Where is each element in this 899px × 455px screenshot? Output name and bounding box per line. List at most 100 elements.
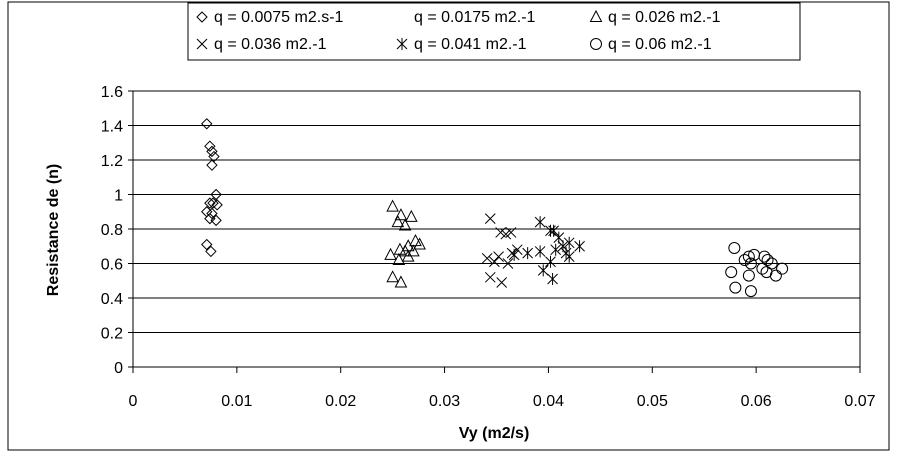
data-point-series-5 bbox=[744, 257, 757, 270]
data-point-series-0 bbox=[204, 212, 216, 225]
legend-label: q = 0.041 m2.-1 bbox=[414, 36, 527, 53]
data-point-series-5 bbox=[742, 250, 755, 263]
data-point-series-0 bbox=[210, 188, 222, 201]
data-point-series-2 bbox=[384, 247, 397, 260]
data-point-series-5 bbox=[729, 281, 742, 294]
data-point-series-3 bbox=[484, 213, 496, 225]
data-point-series-4 bbox=[548, 224, 559, 237]
y-tick-label: 1.4 bbox=[101, 119, 123, 136]
data-point-series-2 bbox=[401, 249, 415, 262]
data-point-series-4 bbox=[534, 245, 546, 258]
legend-label: q = 0.026 m2.-1 bbox=[608, 9, 721, 26]
data-point-series-4 bbox=[560, 247, 572, 260]
data-point-series-4 bbox=[545, 255, 556, 268]
data-point-series-4 bbox=[550, 243, 562, 256]
x-tick-label: 0.05 bbox=[637, 393, 668, 410]
x-tick-label: 0.03 bbox=[429, 393, 460, 410]
data-point-series-0 bbox=[201, 118, 213, 130]
data-point-series-5 bbox=[728, 241, 741, 254]
y-tick-label: 0 bbox=[114, 360, 123, 377]
legend-marker bbox=[196, 38, 208, 50]
data-point-series-2 bbox=[398, 218, 412, 231]
data-point-series-0 bbox=[210, 214, 222, 227]
y-tick-label: 1.2 bbox=[101, 153, 123, 170]
data-point-series-0 bbox=[206, 207, 218, 220]
legend-entry: q = 0.026 m2.-1 bbox=[589, 9, 721, 26]
data-point-series-3 bbox=[481, 252, 493, 264]
legend-marker bbox=[589, 9, 603, 22]
data-point-series-5 bbox=[765, 257, 778, 270]
y-axis-title: Resistance de (n) bbox=[45, 164, 62, 296]
y-tick-label: 1.6 bbox=[101, 84, 123, 101]
legend-marker bbox=[196, 11, 208, 23]
data-point-series-4 bbox=[537, 264, 549, 277]
x-tick-label: 0.04 bbox=[533, 393, 564, 410]
legend-entry: q = 0.0075 m2.s-1 bbox=[196, 9, 344, 26]
data-point-series-3 bbox=[496, 277, 508, 288]
data-point-series-2 bbox=[392, 252, 406, 266]
legend-entry: q = 0.036 m2.-1 bbox=[196, 36, 327, 53]
legend-entry: q = 0.06 m2.-1 bbox=[590, 36, 712, 53]
data-point-series-4 bbox=[534, 216, 546, 229]
data-point-series-3 bbox=[502, 258, 514, 269]
data-point-series-0 bbox=[206, 145, 218, 158]
data-point-series-0 bbox=[211, 199, 223, 211]
legend: q = 0.0075 m2.s-1 q = 0.0175 m2.-1 q = 0.0… bbox=[187, 2, 801, 61]
data-point-series-4 bbox=[522, 247, 534, 260]
data-point-series-3 bbox=[489, 256, 500, 268]
legend-label: q = 0.0075 m2.s-1 bbox=[214, 9, 344, 26]
legend-marker bbox=[590, 38, 602, 50]
data-point-series-3 bbox=[500, 228, 512, 240]
data-point-series-2 bbox=[407, 244, 420, 257]
y-tick-label: 0.6 bbox=[101, 257, 123, 274]
legend-label: q = 0.0175 m2.-1 bbox=[414, 9, 536, 26]
legend-entry: q = 0.0175 m2.-1 bbox=[414, 9, 536, 26]
data-point-series-0 bbox=[206, 159, 218, 171]
data-point-series-0 bbox=[205, 245, 217, 258]
data-point-series-2 bbox=[391, 215, 405, 228]
legend-label: q = 0.06 m2.-1 bbox=[608, 36, 712, 53]
legend-entry: q = 0.041 m2.-1 bbox=[396, 36, 527, 53]
data-point-series-0 bbox=[204, 197, 216, 209]
data-point-series-5 bbox=[738, 254, 751, 267]
x-tick-label: 0 bbox=[129, 393, 138, 410]
chart-frame bbox=[7, 1, 890, 451]
data-point-series-3 bbox=[493, 251, 504, 262]
data-point-series-2 bbox=[394, 275, 408, 288]
data-point-series-2 bbox=[394, 208, 408, 221]
data-point-series-2 bbox=[405, 209, 418, 222]
y-tick-label: 1 bbox=[114, 188, 123, 205]
x-tick-label: 0.02 bbox=[325, 393, 356, 410]
data-point-series-5 bbox=[744, 285, 757, 298]
legend-marker bbox=[396, 38, 408, 50]
legend-box bbox=[187, 2, 801, 61]
data-point-series-0 bbox=[207, 197, 219, 209]
y-tick-label: 0.4 bbox=[101, 291, 123, 308]
x-tick-label: 0.01 bbox=[221, 393, 252, 410]
data-point-series-3 bbox=[484, 271, 496, 283]
y-tick-label: 0.8 bbox=[101, 222, 123, 239]
data-point-series-2 bbox=[386, 270, 399, 283]
x-tick-label: 0.07 bbox=[844, 393, 875, 410]
data-point-series-0 bbox=[201, 238, 213, 251]
x-axis-title: Vy (m2/s) bbox=[459, 425, 530, 442]
data-point-series-2 bbox=[386, 199, 399, 212]
x-tick-label: 0.06 bbox=[741, 393, 772, 410]
plot-area: 0 0.2 0.4 0.6 0.8 1 1.2 1.4 1.6 0 0.01 0.02 0.03 0.04… bbox=[101, 84, 876, 410]
y-tick-label: 0.2 bbox=[101, 326, 123, 343]
data-point-series-5 bbox=[769, 269, 782, 282]
data-point-series-2 bbox=[393, 242, 407, 255]
data-point-series-5 bbox=[725, 266, 738, 279]
data-point-series-5 bbox=[761, 254, 774, 267]
data-point-series-2 bbox=[413, 237, 426, 250]
data-point-series-5 bbox=[756, 262, 769, 275]
legend-label: q = 0.036 m2.-1 bbox=[214, 36, 327, 53]
data-point-series-0 bbox=[204, 140, 216, 152]
data-point-series-5 bbox=[742, 269, 755, 282]
data-point-series-5 bbox=[758, 250, 771, 263]
data-point-series-4 bbox=[574, 240, 585, 253]
data-point-series-4 bbox=[508, 248, 520, 261]
data-point-series-5 bbox=[776, 262, 789, 275]
data-point-series-4 bbox=[563, 236, 575, 249]
